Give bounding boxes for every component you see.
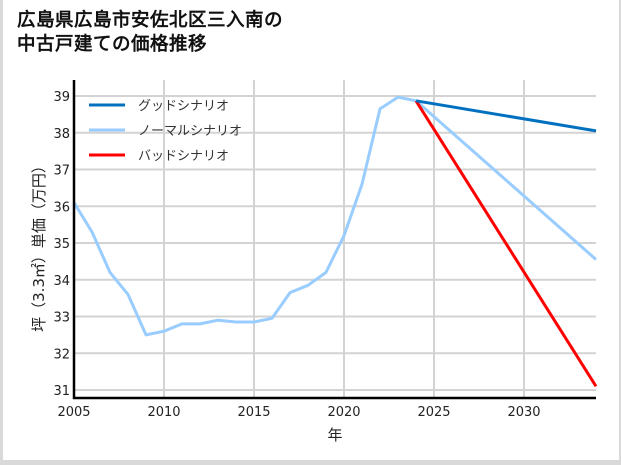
legend-label: バッドシナリオ xyxy=(138,149,229,164)
y-tick-label: 35 xyxy=(53,237,70,252)
x-axis-label: 年 xyxy=(327,426,342,444)
series-line xyxy=(415,99,597,133)
x-tick-label: 2005 xyxy=(57,405,90,420)
y-tick-label: 36 xyxy=(53,200,70,215)
series-line xyxy=(72,95,597,337)
y-tick-label: 38 xyxy=(53,127,70,142)
chart-card: 広島県広島市安佐北区三入南の 中古戸建ての価格推移 xyxy=(3,0,619,460)
legend-label: グッドシナリオ xyxy=(138,99,229,114)
y-tick-label: 34 xyxy=(53,274,70,289)
gridlines xyxy=(74,80,596,398)
y-tick-label: 33 xyxy=(53,311,70,326)
chart-title: 広島県広島市安佐北区三入南の 中古戸建ての価格推移 xyxy=(17,10,284,55)
legend-label: ノーマルシナリオ xyxy=(138,124,242,139)
series-lines xyxy=(72,95,598,388)
x-tick-label: 2020 xyxy=(327,405,360,420)
tick-labels: 31 32 33 34 35 36 37 38 39 2005 2010 2015 2020 2025 20… xyxy=(53,90,540,420)
x-tick-label: 2015 xyxy=(237,405,270,420)
y-tick-label: 31 xyxy=(53,384,70,399)
y-tick-label: 37 xyxy=(53,164,70,179)
x-tick-label: 2030 xyxy=(507,405,540,420)
y-tick-label: 39 xyxy=(53,90,70,105)
x-tick-label: 2025 xyxy=(417,405,450,420)
series-line xyxy=(414,100,598,388)
x-tick-label: 2010 xyxy=(147,405,180,420)
axes xyxy=(72,80,596,400)
y-axis-label: 坪（3.3㎡）単価（万円） xyxy=(30,158,48,332)
y-tick-label: 32 xyxy=(53,347,70,362)
